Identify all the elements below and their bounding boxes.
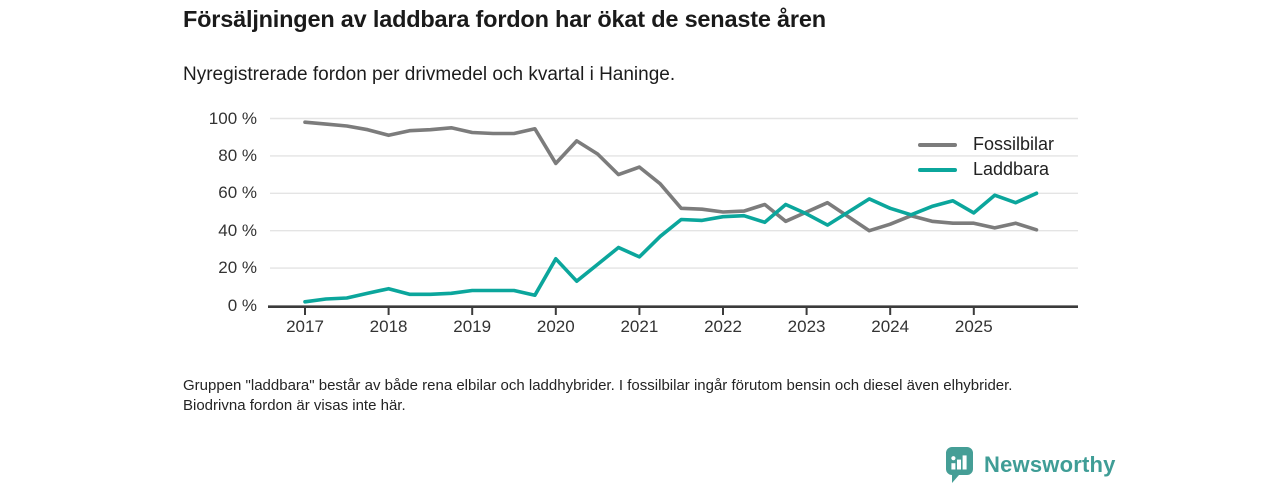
y-tick-label: 0 % [227,295,257,315]
x-tick-label: 2020 [536,317,575,336]
y-tick-label: 40 % [218,220,257,240]
x-tick-label: 2018 [369,317,408,336]
x-tick-label: 2023 [787,317,826,336]
legend-label: Laddbara [973,159,1050,179]
page-title: Försäljningen av laddbara fordon har öka… [183,6,826,32]
y-tick-label: 80 % [218,145,257,165]
x-tick-label: 2025 [954,317,993,336]
bar-chart-bubble-icon [946,447,973,483]
chart-subtitle: Nyregistrerade fordon per drivmedel och … [183,64,676,85]
x-tick-label: 2019 [453,317,492,336]
series-line-fossilbilar [303,120,1039,233]
legend-item-laddbara: Laddbara [918,157,1054,182]
x-tick-label: 2017 [286,317,324,336]
x-tick-label: 2022 [704,317,742,336]
laddbara-line-swatch [918,167,957,172]
x-tick-label: 2021 [620,317,659,336]
fossilbilar-line-swatch [918,142,957,147]
y-tick-label: 100 % [208,108,257,128]
legend-label: Fossilbilar [973,134,1055,154]
series-line-laddbara [303,191,1039,304]
legend-item-fossilbilar: Fossilbilar [918,132,1054,157]
newsworthy-logo[interactable]: Newsworthy [944,446,1116,483]
legend: Fossilbilar Laddbara [918,132,1054,182]
y-tick-label: 20 % [218,258,257,278]
y-tick-label: 60 % [218,183,257,203]
logo-text: Newsworthy [984,451,1116,477]
x-tick-label: 2024 [871,317,910,336]
footnote: Gruppen "laddbara" består av både rena e… [183,377,1013,414]
